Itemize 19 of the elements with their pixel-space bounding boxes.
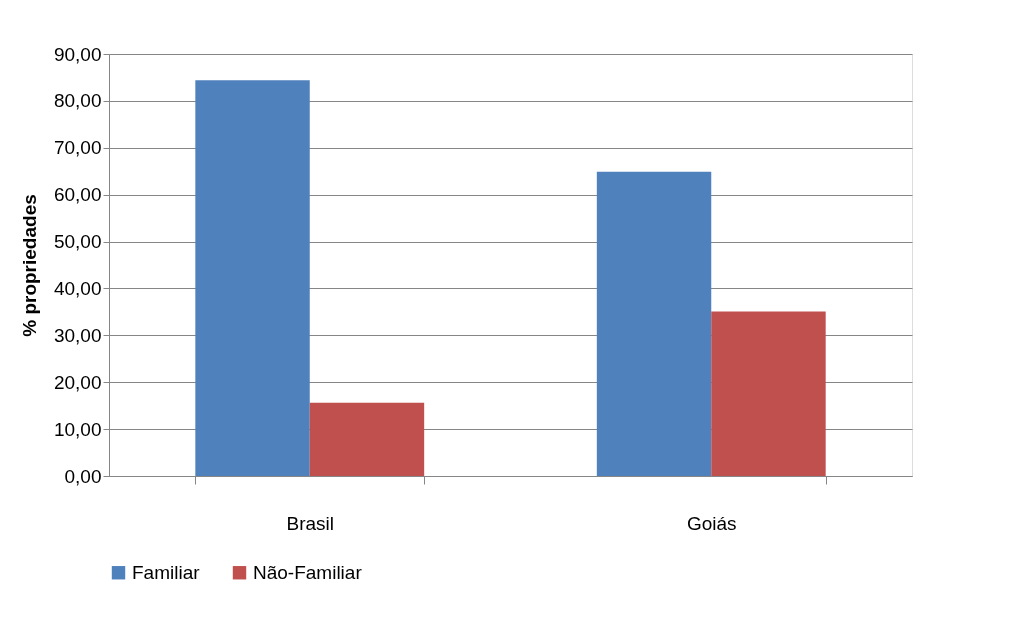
bar (195, 80, 310, 476)
bar (309, 402, 425, 476)
legend-label: Não-Familiar (253, 561, 363, 583)
y-axis-title: % propriedades (18, 194, 40, 337)
y-tick-label: 10,00 (53, 418, 102, 440)
x-tick-label: Brasil (286, 512, 335, 534)
y-tick-label: 90,00 (53, 43, 102, 65)
y-tick-label: 50,00 (53, 231, 102, 253)
y-tick-label: 20,00 (53, 371, 102, 393)
y-tick-label: 80,00 (53, 90, 102, 112)
y-tick-label: 0,00 (64, 465, 102, 487)
bar (596, 171, 712, 476)
y-tick-label: 30,00 (53, 324, 102, 346)
legend-label: Familiar (132, 561, 201, 583)
y-tick-label: 70,00 (53, 137, 102, 159)
y-tick-label: 40,00 (53, 277, 102, 299)
y-tick-label: 60,00 (53, 184, 102, 206)
bar (711, 311, 826, 476)
x-tick-label: Goiás (686, 512, 737, 534)
